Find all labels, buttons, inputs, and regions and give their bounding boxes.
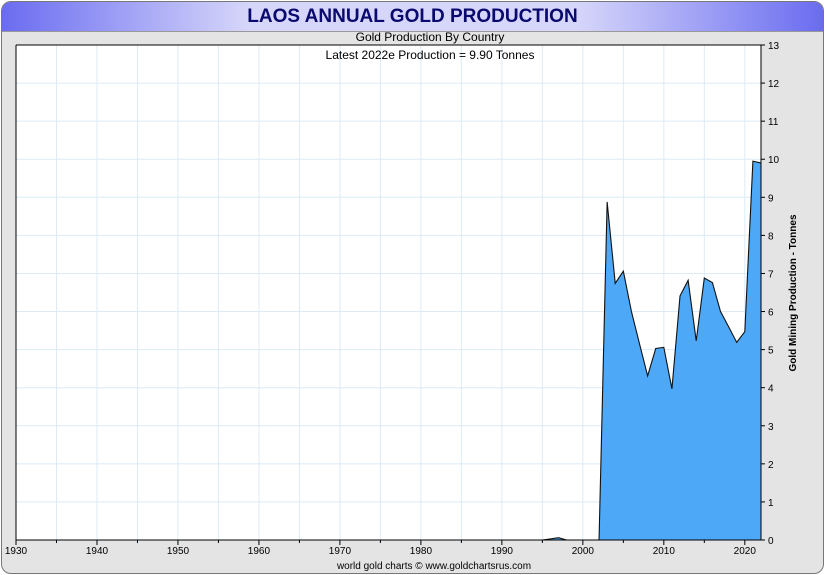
- chart-title: LAOS ANNUAL GOLD PRODUCTION: [247, 6, 578, 27]
- y-tick-label: 8: [768, 231, 774, 242]
- x-tick-label: 1960: [248, 546, 271, 557]
- x-tick-label: 2000: [572, 546, 595, 557]
- chart-subtitle: Gold Production By Country: [356, 30, 505, 44]
- y-tick-label: 13: [768, 41, 780, 52]
- y-tick-label: 1: [768, 498, 774, 509]
- x-tick-label: 1970: [329, 546, 352, 557]
- y-tick-label: 9: [768, 193, 774, 204]
- x-tick-label: 2020: [734, 546, 757, 557]
- y-tick-label: 7: [768, 269, 774, 280]
- x-tick-label: 1950: [167, 546, 190, 557]
- y-tick-label: 12: [768, 79, 780, 90]
- y-axis-label: Gold Mining Production - Tonnes: [788, 214, 799, 371]
- y-tick-label: 5: [768, 346, 774, 357]
- x-tick-label: 1980: [410, 546, 433, 557]
- x-tick-label: 2010: [653, 546, 676, 557]
- y-tick-label: 0: [768, 536, 774, 547]
- y-tick-label: 2: [768, 460, 774, 471]
- y-tick-label: 6: [768, 308, 774, 319]
- title-bar: LAOS ANNUAL GOLD PRODUCTION: [2, 2, 823, 32]
- y-tick-label: 4: [768, 384, 774, 395]
- x-tick-label: 1930: [5, 546, 28, 557]
- footer-credit: world gold charts © www.goldchartsrus.co…: [336, 561, 531, 572]
- y-tick-label: 11: [768, 117, 779, 128]
- x-tick-label: 1990: [491, 546, 514, 557]
- y-tick-label: 3: [768, 422, 774, 433]
- area-fill: [16, 161, 761, 540]
- x-tick-label: 1940: [86, 546, 109, 557]
- y-tick-label: 10: [768, 155, 780, 166]
- latest-production-annotation: Latest 2022e Production = 9.90 Tonnes: [326, 48, 535, 62]
